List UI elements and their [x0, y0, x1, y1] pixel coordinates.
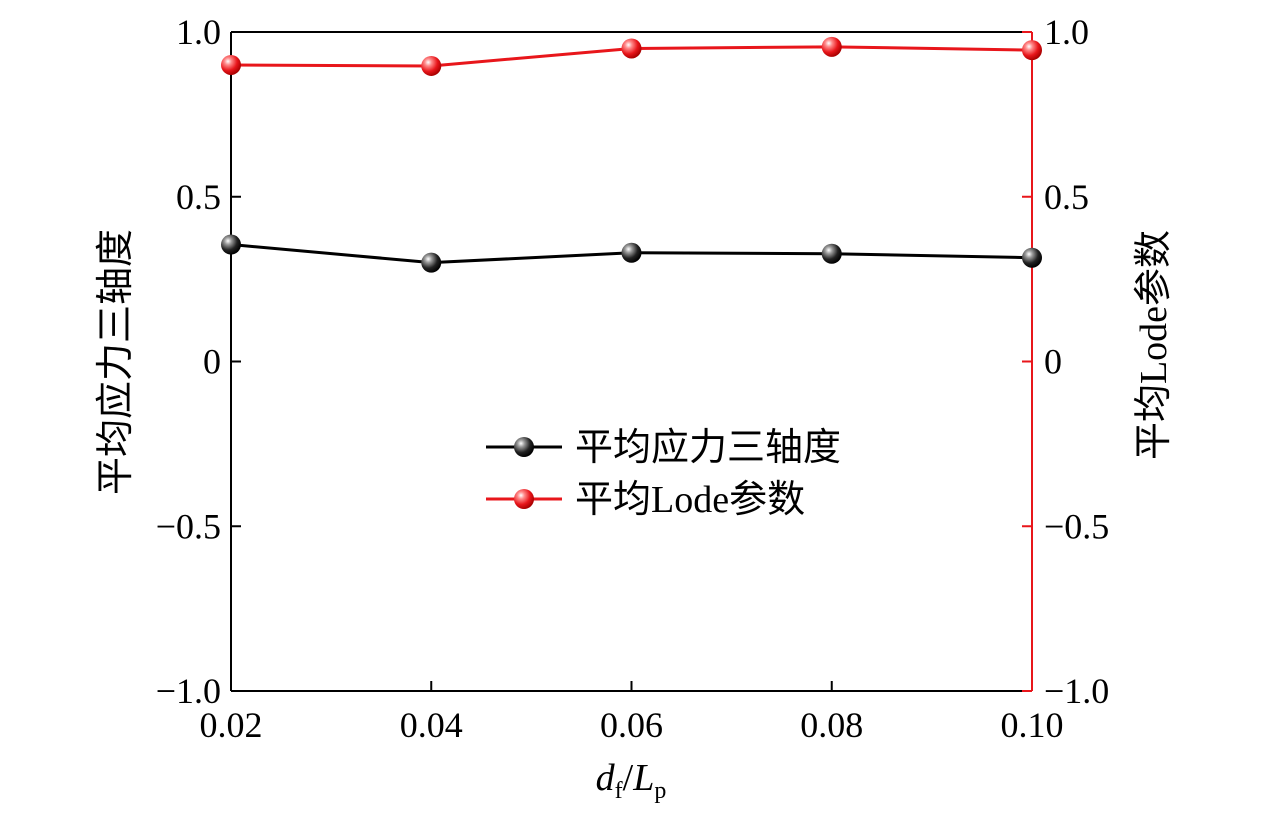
x-label-slash: /: [623, 757, 634, 799]
x-label-L: L: [632, 757, 654, 799]
y-axis-left: −1.0 −0.5 0 0.5 1.0: [156, 12, 241, 711]
legend-marker-red: [514, 489, 534, 509]
x-tick-label: 0.02: [200, 705, 263, 745]
series-1-point: [221, 54, 241, 75]
legend-marker-black: [514, 437, 534, 457]
y-right-tick-label: 0: [1044, 342, 1062, 382]
x-label-sub-p: p: [654, 778, 666, 804]
plot-area: [231, 31, 1032, 692]
x-tick-label: 0.10: [1001, 705, 1064, 745]
x-tick-label: 0.08: [800, 705, 863, 745]
series-1-point: [421, 55, 442, 76]
y-left-tick-label: −0.5: [156, 506, 221, 546]
x-axis-label: df/Lp: [596, 757, 667, 804]
y-axis-left-label: 平均应力三轴度: [95, 229, 137, 495]
series-0-point: [821, 243, 842, 264]
y-left-tick-label: −1.0: [156, 671, 221, 711]
series-0-point: [621, 242, 642, 263]
y-right-tick-label: −1.0: [1044, 671, 1109, 711]
y-right-tick-label: −0.5: [1044, 506, 1109, 546]
series-1-point: [821, 36, 842, 57]
series-1-point: [1022, 40, 1042, 61]
y-left-tick-label: 0.5: [176, 177, 221, 217]
series-0-point: [221, 234, 241, 255]
y-axis-right-label: 平均Lode参数: [1133, 230, 1175, 460]
x-label-d: d: [596, 757, 616, 799]
legend: 平均应力三轴度 平均Lode参数: [486, 427, 841, 521]
y-left-tick-label: 1.0: [176, 12, 221, 52]
series-0-point: [421, 252, 442, 273]
x-tick-label: 0.06: [600, 705, 663, 745]
y-right-tick-label: 0.5: [1044, 177, 1089, 217]
x-label-sub-f: f: [615, 778, 623, 804]
legend-item-lode-parameter: 平均Lode参数: [486, 479, 805, 521]
series-layer: [221, 36, 1042, 273]
y-axis-right: −1.0 −0.5 0 0.5 1.0: [1022, 12, 1109, 711]
legend-label-stress-triaxiality: 平均应力三轴度: [575, 427, 841, 469]
series-1-point: [621, 38, 642, 59]
legend-item-stress-triaxiality: 平均应力三轴度: [486, 427, 841, 469]
legend-label-lode-parameter: 平均Lode参数: [575, 479, 805, 521]
series-0-point: [1022, 247, 1042, 268]
x-axis: 0.02 0.04 0.06 0.08 0.10: [200, 681, 1064, 745]
y-right-tick-label: 1.0: [1044, 12, 1089, 52]
y-left-tick-label: 0: [203, 342, 221, 382]
x-tick-label: 0.04: [400, 705, 463, 745]
